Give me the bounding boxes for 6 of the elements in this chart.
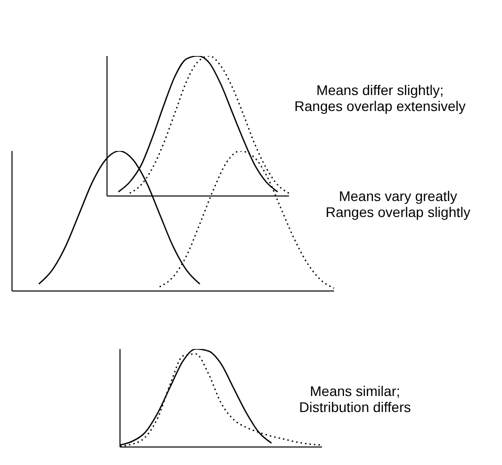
text: Means differ slightly; <box>315 82 445 98</box>
annotation: Distribution differs <box>298 399 412 415</box>
annotation: Ranges overlap slightly <box>324 204 472 220</box>
text: Ranges overlap extensively <box>293 98 467 114</box>
annotation: Means similar; <box>308 383 402 399</box>
text: Means vary greatly <box>338 188 458 204</box>
